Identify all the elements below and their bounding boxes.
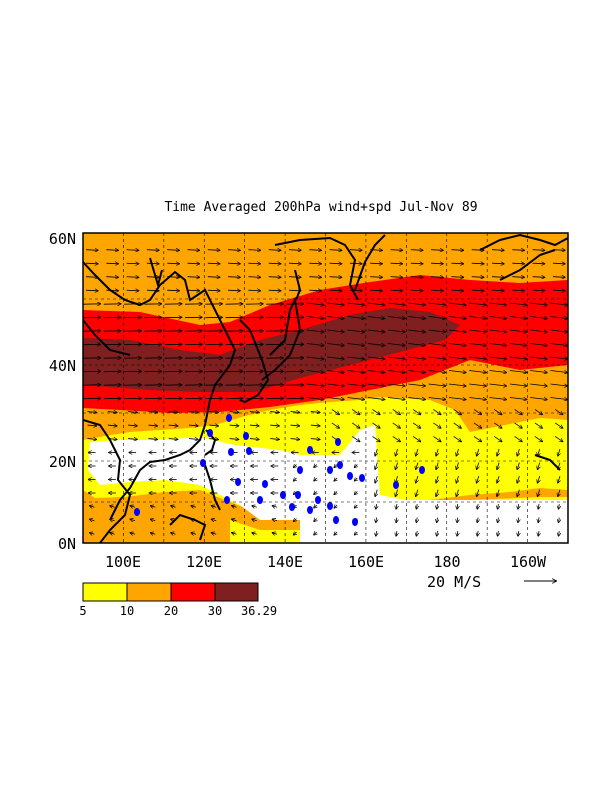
tropical-cyclone-icon <box>228 448 234 456</box>
colorbar-label-30: 30 <box>208 604 222 618</box>
tropical-cyclone-icon <box>327 466 333 474</box>
colorbar-label-20: 20 <box>164 604 178 618</box>
tropical-cyclone-icon <box>352 518 358 526</box>
latitude-labels: 60N 40N 20N 0N <box>49 230 76 553</box>
tropical-cyclone-icon <box>262 480 268 488</box>
colorbar-swatch-30-max <box>215 583 258 601</box>
vector-scale-label: 20 M/S <box>427 573 481 591</box>
tropical-cyclone-icon <box>295 491 301 499</box>
plot-area <box>83 233 568 543</box>
tropical-cyclone-icon <box>280 491 286 499</box>
colorbar-label-10: 10 <box>120 604 134 618</box>
lon-label-140e: 140E <box>267 553 303 571</box>
tropical-cyclone-icon <box>347 472 353 480</box>
tropical-cyclone-icon <box>307 446 313 454</box>
tropical-cyclone-icon <box>419 466 425 474</box>
tropical-cyclone-icon <box>257 496 263 504</box>
colorbar-label-max: 36.29 <box>241 604 277 618</box>
lon-label-180: 180 <box>433 553 460 571</box>
map-title: Time Averaged 200hPa wind+spd Jul-Nov 89 <box>164 200 477 215</box>
tropical-cyclone-icon <box>297 466 303 474</box>
lat-label-20n: 20N <box>49 453 76 471</box>
lon-label-120e: 120E <box>186 553 222 571</box>
tropical-cyclone-icon <box>359 474 365 482</box>
colorbar-swatch-20-30 <box>171 583 215 601</box>
lat-label-60n: 60N <box>49 230 76 248</box>
tropical-cyclone-icon <box>224 496 230 504</box>
tropical-cyclone-icon <box>246 447 252 455</box>
longitude-labels: 100E 120E 140E 160E 180 160W <box>105 553 547 571</box>
colorbar-swatch-10-20 <box>127 583 171 601</box>
tropical-cyclone-icon <box>337 461 343 469</box>
lon-label-160w: 160W <box>510 553 547 571</box>
tropical-cyclone-icon <box>335 438 341 446</box>
tropical-cyclone-icon <box>235 478 241 486</box>
tropical-cyclone-icon <box>333 516 339 524</box>
colorbar-swatch-5-10 <box>83 583 127 601</box>
tropical-cyclone-icon <box>134 508 140 516</box>
lat-label-40n: 40N <box>49 357 76 375</box>
colorbar: 5 10 20 30 36.29 <box>79 583 277 618</box>
lat-label-0n: 0N <box>58 535 76 553</box>
tropical-cyclone-icon <box>327 502 333 510</box>
tropical-cyclone-icon <box>307 506 313 514</box>
lon-label-100e: 100E <box>105 553 141 571</box>
tropical-cyclone-icon <box>200 459 206 467</box>
tropical-cyclone-icon <box>207 429 213 437</box>
lon-label-160e: 160E <box>348 553 384 571</box>
tropical-cyclone-icon <box>289 503 295 511</box>
tropical-cyclone-icon <box>226 414 232 422</box>
tropical-cyclone-icon <box>393 481 399 489</box>
colorbar-label-5: 5 <box>79 604 86 618</box>
tropical-cyclone-icon <box>243 432 249 440</box>
tropical-cyclone-icon <box>315 496 321 504</box>
